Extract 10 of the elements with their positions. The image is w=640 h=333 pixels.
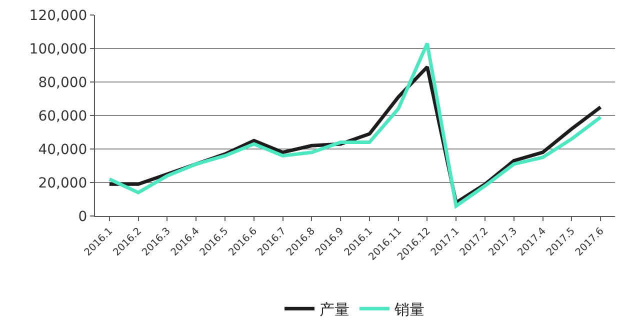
legend-label: 产量 — [320, 300, 350, 318]
line-series — [108, 42, 602, 208]
y-tick-label: 60,000 — [38, 108, 88, 124]
y-tick-label: 100,000 — [29, 41, 88, 58]
y-tick-label: 40,000 — [38, 142, 88, 158]
y-tick-label: 0 — [78, 208, 88, 225]
y-tick-label: 80,000 — [38, 74, 88, 91]
y-tick-label: 20,000 — [38, 175, 88, 192]
legend-label: 销量 — [394, 300, 424, 318]
y-tick-label: 120,000 — [29, 8, 88, 24]
